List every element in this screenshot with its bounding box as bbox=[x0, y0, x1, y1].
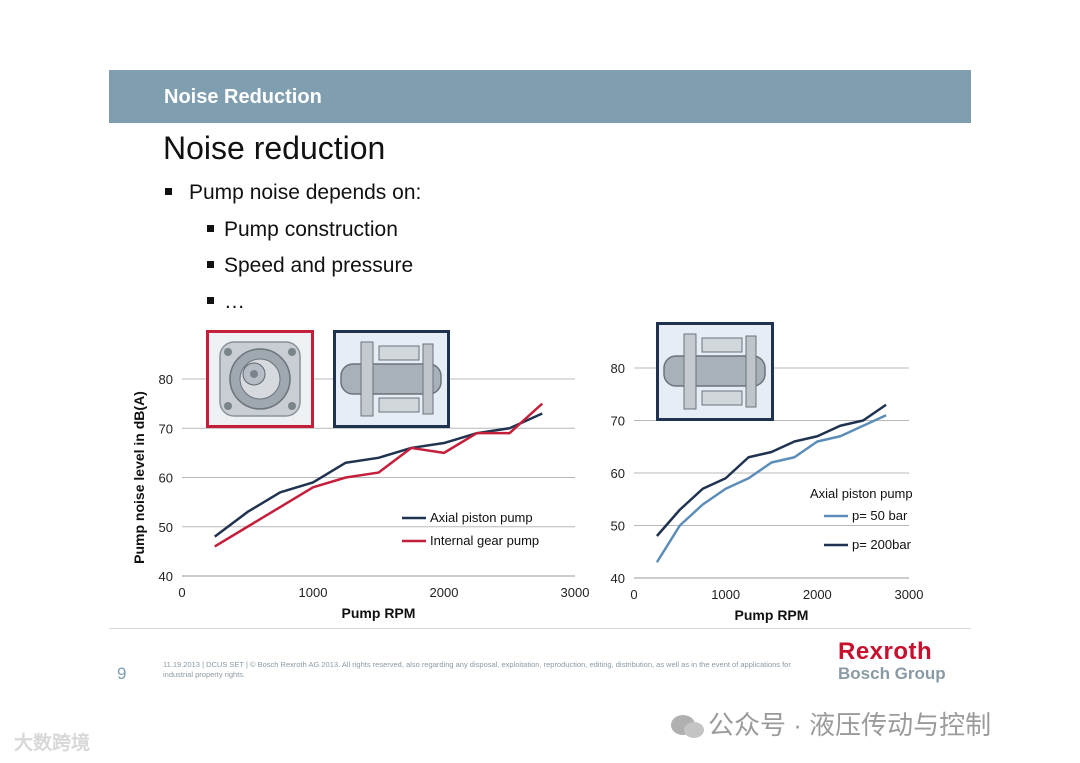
y-tick-label: 80 bbox=[159, 372, 173, 387]
x-tick-label: 3000 bbox=[561, 585, 590, 600]
legend-label: p= 200bar bbox=[852, 537, 912, 552]
y-tick-label: 70 bbox=[159, 421, 173, 436]
axial-piston-pump-image-right bbox=[656, 322, 774, 421]
y-tick-label: 50 bbox=[611, 519, 625, 534]
left-watermark-text: 大数跨境 bbox=[14, 733, 91, 754]
bullet-square-icon bbox=[207, 260, 214, 268]
x-tick-label: 0 bbox=[178, 585, 185, 600]
left-watermark: 大数跨境 bbox=[14, 728, 90, 755]
legend-title: Axial piston pump bbox=[810, 486, 913, 501]
x-axis-label: Pump RPM bbox=[342, 605, 416, 621]
x-tick-label: 2000 bbox=[430, 585, 459, 600]
legend-label: p= 50 bar bbox=[852, 508, 908, 523]
y-axis-label: Pump noise level in dB(A) bbox=[131, 391, 147, 564]
bullet-sub-3: … bbox=[207, 290, 245, 314]
footer-divider bbox=[109, 628, 971, 629]
bullet-main: Pump noise depends on: bbox=[165, 181, 421, 205]
page-number: 9 bbox=[117, 664, 127, 683]
x-tick-label: 0 bbox=[630, 587, 637, 602]
slide-title: Noise reduction bbox=[163, 130, 386, 166]
internal-gear-pump-image bbox=[206, 330, 314, 428]
bullet-main-text: Pump noise depends on: bbox=[189, 181, 422, 204]
footer-legal-text: 11.19.2013 | DCUS SET | © Bosch Rexroth … bbox=[163, 660, 791, 679]
bullet-sub-3-text: … bbox=[224, 290, 245, 313]
y-tick-label: 70 bbox=[611, 414, 625, 429]
x-tick-label: 2000 bbox=[803, 587, 832, 602]
y-tick-label: 60 bbox=[611, 466, 625, 481]
bullet-square-icon bbox=[207, 296, 214, 304]
bullet-sub-1-text: Pump construction bbox=[224, 218, 398, 241]
wechat-icon bbox=[671, 715, 704, 739]
wechat-watermark-text: 公众号 · 液压传动与控制 bbox=[708, 710, 992, 740]
wechat-watermark: 公众号 · 液压传动与控制 bbox=[668, 705, 991, 742]
bullet-square-icon bbox=[165, 187, 172, 195]
axial-piston-pump-image bbox=[333, 330, 450, 428]
bullet-square-icon bbox=[207, 224, 214, 232]
bullet-sub-2-text: Speed and pressure bbox=[224, 254, 414, 277]
header-title: Noise Reduction bbox=[164, 86, 322, 108]
legend-label: Axial piston pump bbox=[430, 510, 533, 525]
header-bar: Noise Reduction bbox=[109, 70, 971, 123]
y-tick-label: 40 bbox=[611, 571, 625, 586]
x-axis-label: Pump RPM bbox=[735, 607, 809, 623]
x-tick-label: 3000 bbox=[895, 587, 924, 602]
brand-sub: Bosch Group bbox=[838, 664, 946, 683]
y-tick-label: 60 bbox=[159, 471, 173, 486]
x-tick-label: 1000 bbox=[711, 587, 740, 602]
y-tick-label: 40 bbox=[159, 569, 173, 584]
x-tick-label: 1000 bbox=[299, 585, 328, 600]
y-tick-label: 50 bbox=[159, 520, 173, 535]
bullet-sub-1: Pump construction bbox=[207, 218, 398, 242]
legend-label: Internal gear pump bbox=[430, 533, 539, 548]
brand-main: Rexroth bbox=[838, 638, 933, 665]
bullet-sub-2: Speed and pressure bbox=[207, 254, 413, 278]
rexroth-logo: Rexroth Bosch Group bbox=[838, 638, 946, 684]
y-tick-label: 80 bbox=[611, 361, 625, 376]
